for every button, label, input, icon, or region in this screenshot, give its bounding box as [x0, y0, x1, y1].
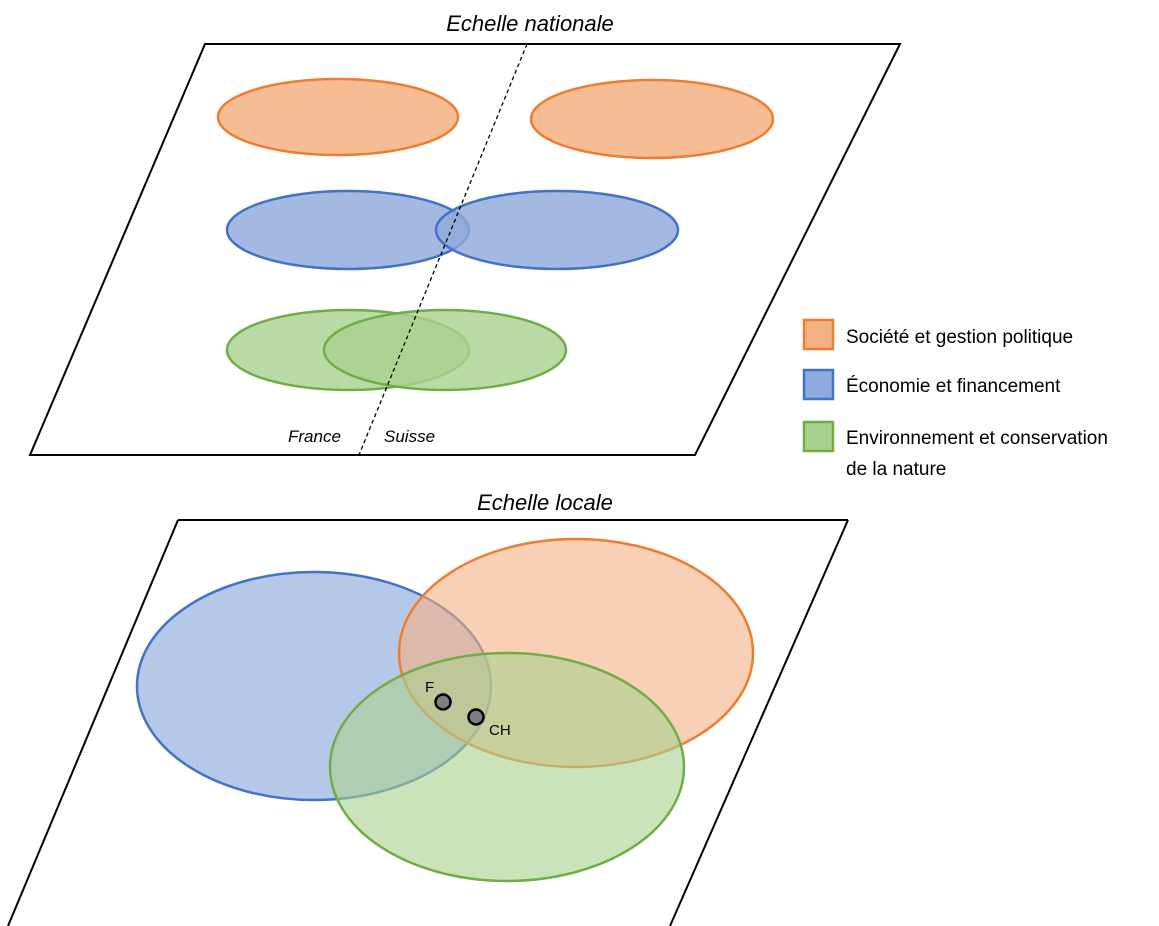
national-economy-ellipse-suisse: [434, 189, 680, 271]
legend-label-economy: Économie et financement: [846, 376, 1061, 397]
national-economy-ellipse-france: [225, 189, 471, 271]
legend-swatch-economy: [802, 368, 835, 401]
title-local: Echelle locale: [477, 490, 613, 515]
local-plane-right-edge: [669, 519, 849, 926]
legend-swatch-environment: [802, 420, 835, 453]
point-label-suisse: CH: [489, 722, 511, 739]
local-environment-ellipse: [328, 651, 686, 883]
national-society-ellipse-france: [216, 77, 460, 157]
border-label-france: France: [288, 427, 341, 446]
legend-label-environment-line2: de la nature: [846, 459, 946, 480]
national-environment-ellipse-suisse: [322, 308, 568, 392]
legend-label-environment-line1: Environnement et conservation: [846, 428, 1108, 449]
point-france: [434, 693, 452, 711]
legend-label-society: Société et gestion politique: [846, 327, 1073, 348]
point-label-france: F: [425, 679, 434, 696]
local-plane-left-edge: [7, 519, 179, 926]
legend-swatch-society: [802, 318, 835, 351]
legend: Société et gestion politique Économie et…: [802, 318, 1108, 480]
title-national: Echelle nationale: [446, 11, 614, 36]
point-suisse: [467, 708, 485, 726]
national-society-ellipse-suisse: [529, 78, 775, 160]
border-label-suisse: Suisse: [384, 427, 435, 446]
